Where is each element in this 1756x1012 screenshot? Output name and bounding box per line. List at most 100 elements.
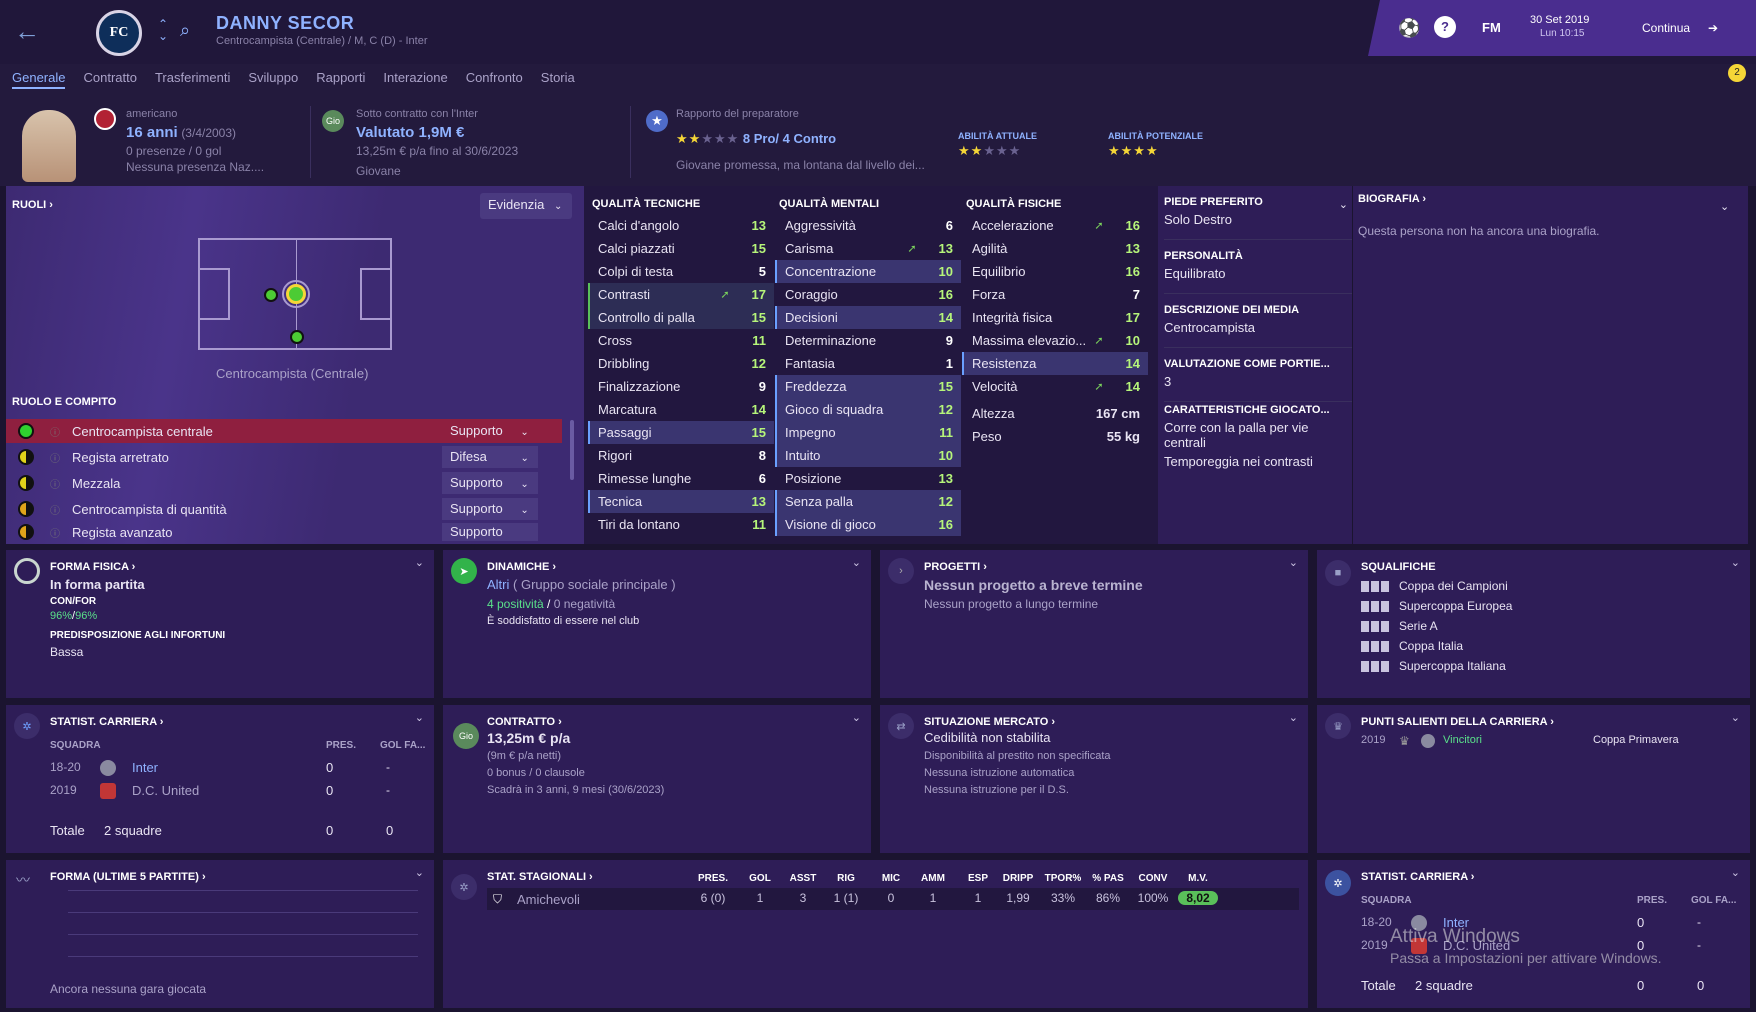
market-title[interactable]: SITUAZIONE MERCATO › xyxy=(924,716,1055,728)
attribute-row[interactable]: Equilibrio 16 xyxy=(962,260,1148,283)
chevron-down-icon[interactable]: ⌄ xyxy=(851,712,861,724)
chevron-down-icon[interactable]: ⌄ xyxy=(1730,712,1740,724)
continue-arrow-icon[interactable]: ➔ xyxy=(1708,21,1719,35)
role-row[interactable]: ⓘ Regista arretrato Difesa ⌄ xyxy=(6,445,562,469)
attribute-row[interactable]: Agilità 13 xyxy=(962,237,1148,260)
season-col-header[interactable]: GOL xyxy=(749,873,771,884)
attribute-row[interactable]: Resistenza 14 xyxy=(962,352,1148,375)
tab-trasferimenti[interactable]: Trasferimenti xyxy=(154,70,231,85)
chevron-down-icon[interactable]: ⌄ xyxy=(414,557,424,569)
attribute-row[interactable]: Calci d'angolo 13 xyxy=(588,214,774,237)
biography-title[interactable]: BIOGRAFIA › xyxy=(1358,193,1427,205)
form-title[interactable]: FORMA (ULTIME 5 PARTITE) › xyxy=(50,871,206,883)
team-link[interactable]: Inter xyxy=(132,760,159,775)
fitness-title[interactable]: FORMA FISICA › xyxy=(50,561,136,573)
career-title[interactable]: STATIST. CARRIERA › xyxy=(1361,871,1475,883)
team-link[interactable]: D.C. United xyxy=(1443,938,1511,953)
season-col-header[interactable]: PRES. xyxy=(697,873,728,884)
role-row[interactable]: ⓘ Centrocampista centrale Supporto ⌄ xyxy=(6,419,562,443)
dynamics-title[interactable]: DINAMICHE › xyxy=(487,561,557,573)
back-arrow-icon[interactable]: ← xyxy=(14,16,40,46)
season-title[interactable]: STAT. STAGIONALI › xyxy=(487,871,593,883)
attribute-row[interactable]: Calci piazzati 15 xyxy=(588,237,774,260)
attribute-row[interactable]: Marcatura 14 xyxy=(588,398,774,421)
tab-rapporti[interactable]: Rapporti xyxy=(316,70,366,85)
duty-dropdown[interactable]: Supporto xyxy=(442,523,538,541)
attribute-row[interactable]: Controllo di palla 15 xyxy=(588,306,774,329)
roles-title[interactable]: RUOLI › xyxy=(12,199,53,211)
attribute-row[interactable]: Tecnica 13 xyxy=(588,490,774,513)
tab-generale[interactable]: Generale xyxy=(12,70,66,89)
attribute-row[interactable]: Aggressività 6 xyxy=(775,214,961,237)
tab-contratto[interactable]: Contratto xyxy=(83,70,137,85)
role-row[interactable]: ⓘ Regista avanzato Supporto xyxy=(6,523,562,541)
attribute-row[interactable]: Coraggio 16 xyxy=(775,283,961,306)
season-col-header[interactable]: MIC xyxy=(881,873,901,884)
duty-dropdown[interactable]: Supporto ⌄ xyxy=(442,420,538,442)
tab-sviluppo[interactable]: Sviluppo xyxy=(248,70,299,85)
role-row[interactable]: ⓘ Mezzala Supporto ⌄ xyxy=(6,471,562,495)
season-col-header[interactable]: TPOR% xyxy=(1044,873,1082,884)
chevron-down-icon[interactable]: ⌄ xyxy=(414,712,424,724)
projects-title[interactable]: PROGETTI › xyxy=(924,561,987,573)
attribute-row[interactable]: Forza 7 xyxy=(962,283,1148,306)
club-badge[interactable]: FC xyxy=(96,10,142,56)
season-col-header[interactable]: ASST xyxy=(789,873,817,884)
continue-button[interactable]: Continua xyxy=(1642,21,1691,35)
highlights-title[interactable]: PUNTI SALIENTI DELLA CARRIERA › xyxy=(1361,716,1554,728)
attribute-row[interactable]: Velocità ➚ 14 xyxy=(962,375,1148,398)
season-col-header[interactable]: ESP xyxy=(967,873,988,884)
chevron-down-icon[interactable]: ⌄ xyxy=(414,867,424,879)
attribute-row[interactable]: Posizione 13 xyxy=(775,467,961,490)
scrollbar[interactable] xyxy=(570,420,574,480)
tab-interazione[interactable]: Interazione xyxy=(383,70,448,85)
duty-dropdown[interactable]: Supporto ⌄ xyxy=(442,498,538,520)
attribute-row[interactable]: Concentrazione 10 xyxy=(775,260,961,283)
info-icon[interactable]: ⓘ xyxy=(50,427,60,439)
attribute-row[interactable]: Integrità fisica 17 xyxy=(962,306,1148,329)
chevron-down-icon[interactable]: ⌄ xyxy=(1730,557,1740,569)
attribute-row[interactable]: Cross 11 xyxy=(588,329,774,352)
attribute-row[interactable]: Freddezza 15 xyxy=(775,375,961,398)
ball-icon[interactable]: ⚽ xyxy=(1398,18,1421,38)
attribute-row[interactable]: Massima elevazio... ➚ 10 xyxy=(962,329,1148,352)
season-col-header[interactable]: AMM xyxy=(921,873,945,884)
fm-logo[interactable]: FM xyxy=(1482,20,1501,35)
search-icon[interactable]: ⌕ xyxy=(180,20,191,40)
season-col-header[interactable]: DRIPP xyxy=(1002,873,1034,884)
info-icon[interactable]: ⓘ xyxy=(50,528,60,540)
attribute-row[interactable]: Impegno 11 xyxy=(775,421,961,444)
career-title[interactable]: STATIST. CARRIERA › xyxy=(50,716,164,728)
team-link[interactable]: Inter xyxy=(1443,915,1470,930)
attribute-row[interactable]: Contrasti ➚ 17 xyxy=(588,283,774,306)
role-row[interactable]: ⓘ Centrocampista di quantità Supporto ⌄ xyxy=(6,497,562,521)
chevron-down-icon[interactable]: ⌄ xyxy=(1338,199,1348,211)
scout-report-title[interactable]: Rapporto del preparatore xyxy=(676,108,799,120)
group-name[interactable]: Altri xyxy=(487,577,510,592)
tab-storia[interactable]: Storia xyxy=(540,70,575,85)
attribute-row[interactable]: Finalizzazione 9 xyxy=(588,375,774,398)
team-link[interactable]: D.C. United xyxy=(132,783,200,798)
chevron-down-icon[interactable]: ⌄ xyxy=(1720,201,1730,213)
attribute-row[interactable]: Intuito 10 xyxy=(775,444,961,467)
chevron-down-icon[interactable]: ⌄ xyxy=(1288,712,1298,724)
season-col-header[interactable]: CONV xyxy=(1138,873,1168,884)
attribute-row[interactable]: Rimesse lunghe 6 xyxy=(588,467,774,490)
attribute-row[interactable]: Visione di gioco 16 xyxy=(775,513,961,536)
info-icon[interactable]: ⓘ xyxy=(50,505,60,517)
chevron-down-icon[interactable]: ⌄ xyxy=(1288,557,1298,569)
season-col-header[interactable]: RIG xyxy=(837,873,855,884)
attribute-row[interactable]: Fantasia 1 xyxy=(775,352,961,375)
notification-badge[interactable]: 2 xyxy=(1728,64,1746,82)
duty-dropdown[interactable]: Difesa ⌄ xyxy=(442,446,538,468)
attribute-row[interactable]: Colpi di testa 5 xyxy=(588,260,774,283)
attribute-row[interactable]: Determinazione 9 xyxy=(775,329,961,352)
info-icon[interactable]: ⓘ xyxy=(50,453,60,465)
attribute-row[interactable]: Dribbling 12 xyxy=(588,352,774,375)
season-col-header[interactable]: % PAS xyxy=(1092,873,1124,884)
attribute-row[interactable]: Gioco di squadra 12 xyxy=(775,398,961,421)
contract-title[interactable]: CONTRATTO › xyxy=(487,716,562,728)
attribute-row[interactable]: Senza palla 12 xyxy=(775,490,961,513)
chevron-down-icon[interactable]: ⌄ xyxy=(1730,867,1740,879)
attribute-row[interactable]: Rigori 8 xyxy=(588,444,774,467)
